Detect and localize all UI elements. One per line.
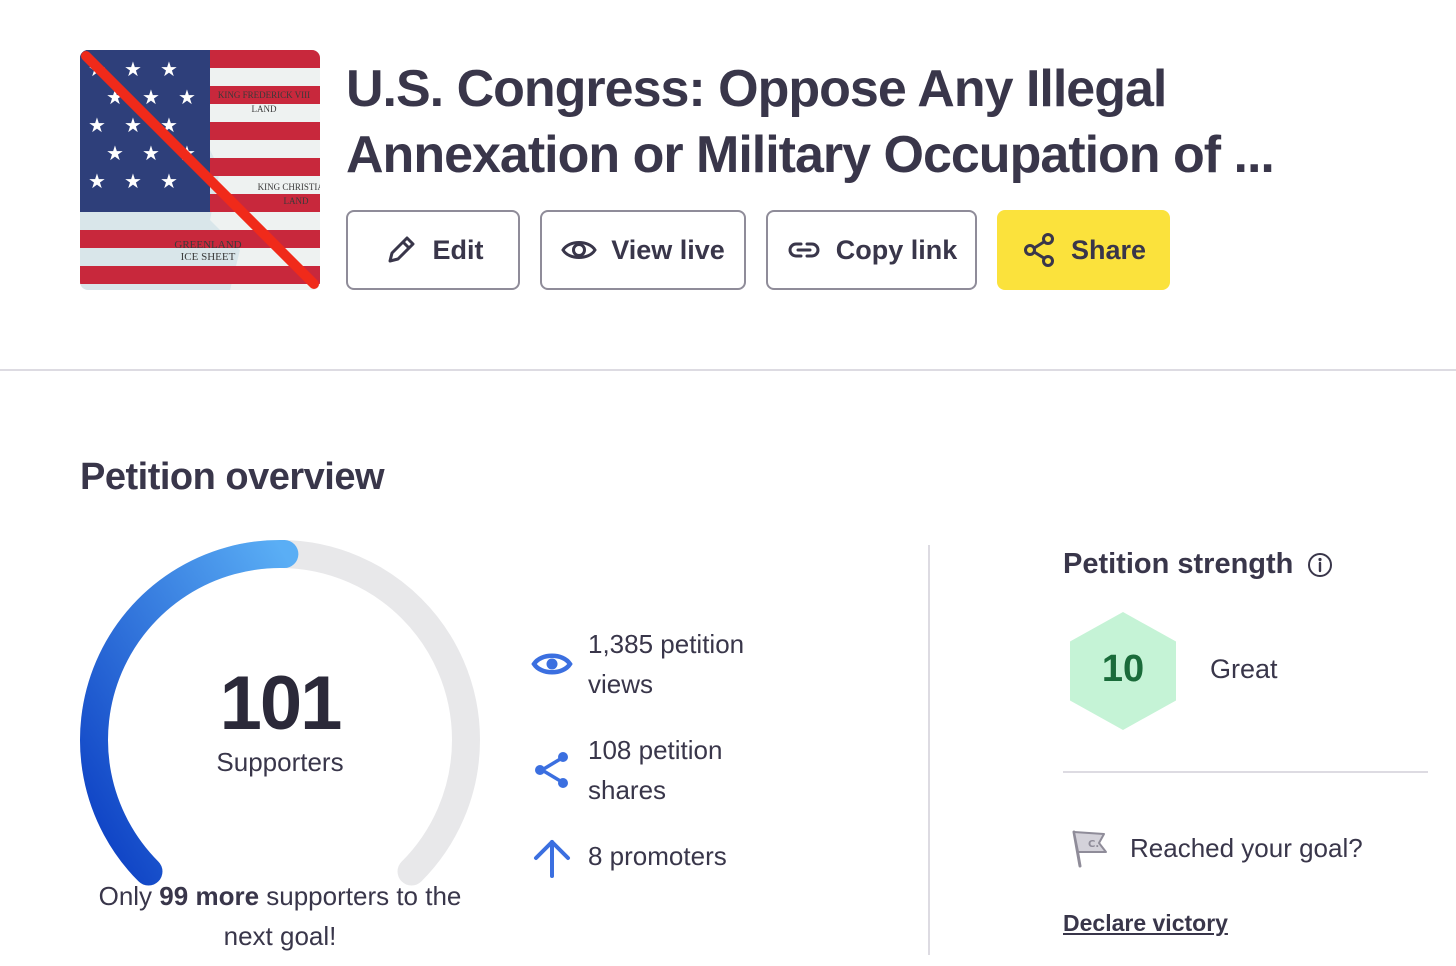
supporters-count: 101	[219, 661, 343, 746]
arrow-up-icon	[530, 836, 574, 880]
svg-text:★: ★	[88, 169, 106, 193]
svg-text:LAND: LAND	[284, 196, 309, 206]
strength-score: 10	[1101, 648, 1145, 690]
pencil-icon	[388, 236, 414, 263]
gauge-progress	[80, 540, 299, 886]
petition-image: ★★★ ★★★ ★★★ ★★★ ★★★ KING FREDERICK VIII …	[80, 50, 320, 290]
eye-icon	[530, 642, 574, 686]
svg-text:★: ★	[142, 85, 160, 109]
share-icon	[530, 748, 574, 792]
info-icon[interactable]	[1307, 552, 1333, 578]
copy-link-button[interactable]: Copy link	[766, 210, 977, 290]
section-title: Petition overview	[80, 456, 385, 498]
shares-stat: 108 petition shares	[530, 730, 778, 810]
svg-text:★: ★	[88, 113, 106, 137]
header-divider	[0, 369, 1456, 371]
supporters-label: Supporters	[216, 747, 344, 777]
strength-divider	[1063, 771, 1428, 773]
svg-text:KING CHRISTIAN: KING CHRISTIAN	[258, 182, 320, 192]
svg-text:★: ★	[142, 141, 160, 165]
share-button[interactable]: Share	[997, 210, 1170, 290]
strength-rating: Great	[1210, 654, 1278, 684]
petition-strength-heading: Petition strength	[1063, 548, 1333, 581]
column-divider	[928, 545, 930, 955]
next-goal-message: Only 99 more supporters to the next goal…	[98, 881, 462, 951]
svg-text:★: ★	[124, 113, 142, 137]
reached-goal-row: C. Reached your goal?	[1066, 826, 1363, 870]
promoters-stat: 8 promoters	[530, 836, 808, 880]
flag-map-image: ★★★ ★★★ ★★★ ★★★ ★★★ KING FREDERICK VIII …	[80, 50, 320, 290]
petition-title[interactable]: U.S. Congress: Oppose Any Illegal Annexa…	[346, 60, 1275, 184]
views-stat: 1,385 petition views	[530, 624, 778, 704]
view-live-button[interactable]: View live	[540, 210, 746, 290]
svg-text:LAND: LAND	[252, 104, 277, 114]
declare-victory-link[interactable]: Declare victory	[1063, 910, 1228, 936]
share-icon	[1023, 233, 1054, 267]
gauge-chart	[80, 540, 480, 886]
link-icon	[788, 242, 820, 258]
svg-text:C.: C.	[1088, 839, 1099, 850]
eye-icon	[561, 241, 597, 259]
svg-text:GREENLAND: GREENLAND	[174, 239, 241, 251]
map-label: KING FREDERICK VIII	[218, 90, 310, 100]
svg-text:ICE SHEET: ICE SHEET	[181, 251, 236, 263]
svg-text:★: ★	[178, 85, 196, 109]
strength-hexagon	[1070, 612, 1176, 730]
supporters-gauge: 101 Supporters	[80, 540, 480, 886]
victory-flag-icon: C.	[1072, 830, 1107, 868]
svg-text:★: ★	[160, 169, 178, 193]
svg-text:★: ★	[160, 57, 178, 81]
edit-button[interactable]: Edit	[346, 210, 520, 290]
svg-text:★: ★	[124, 169, 142, 193]
svg-text:★: ★	[106, 141, 124, 165]
svg-text:★: ★	[124, 57, 142, 81]
